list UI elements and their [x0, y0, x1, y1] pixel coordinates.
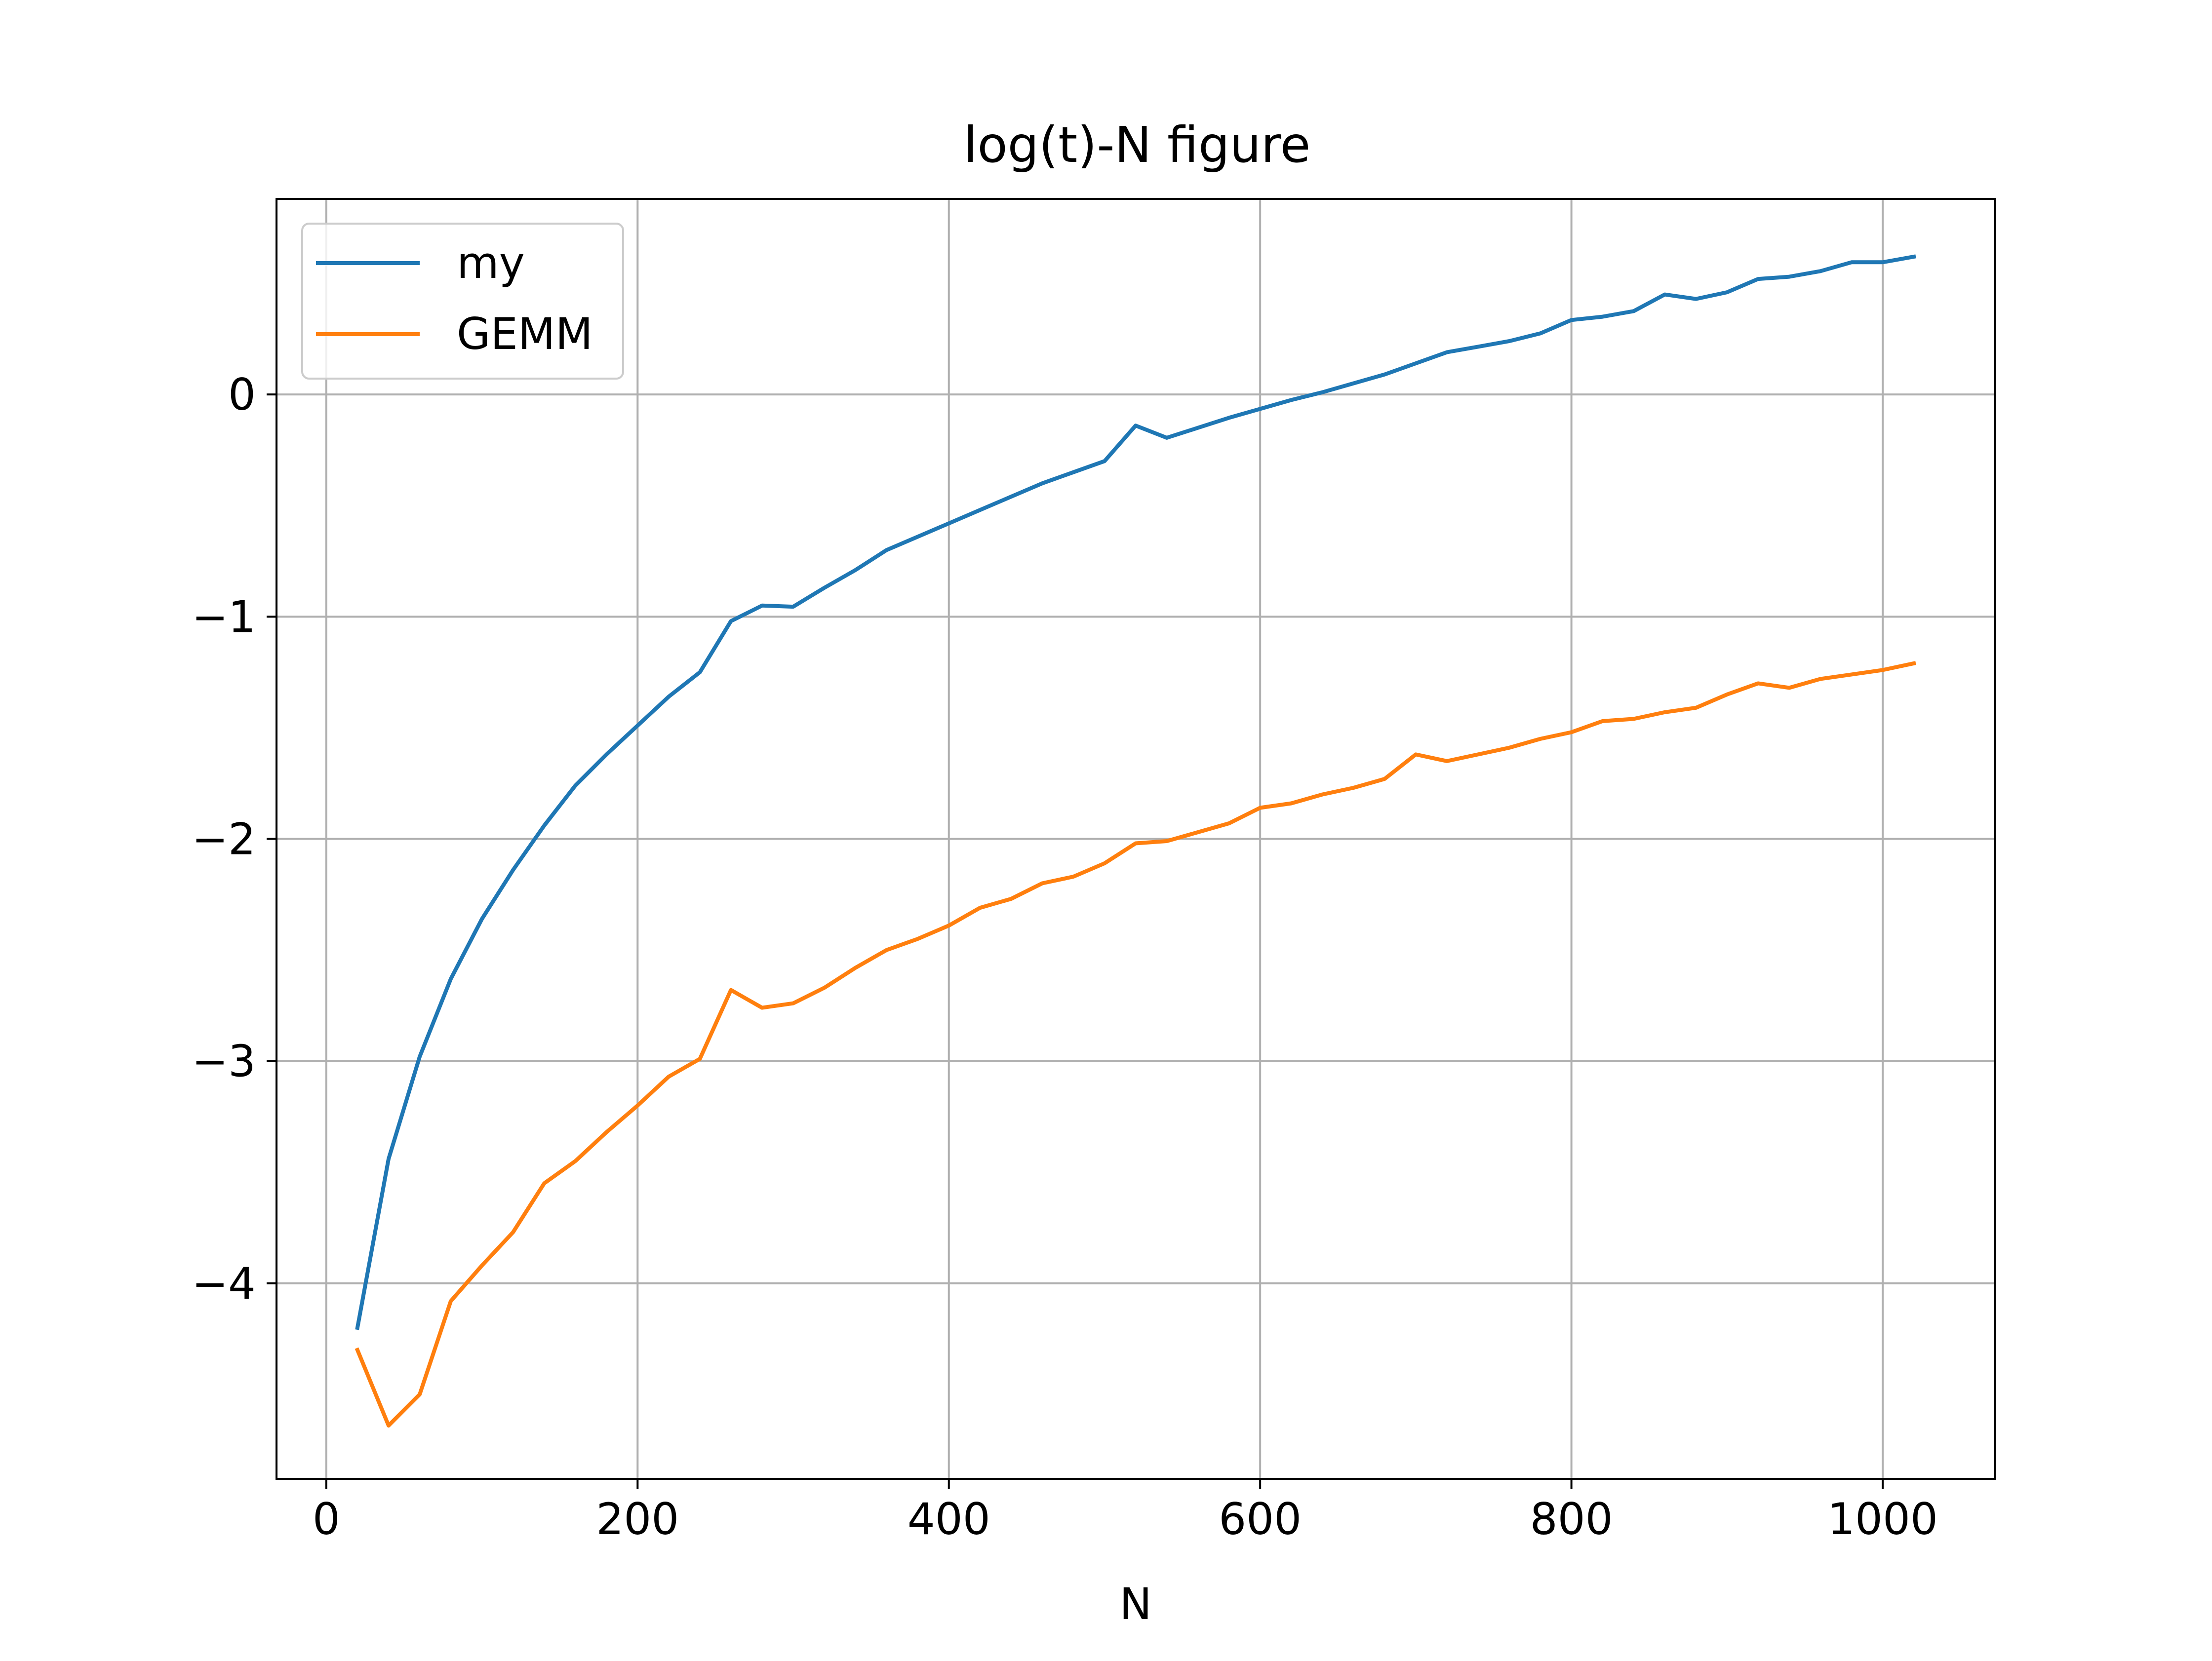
y-tick-label: −3: [192, 1036, 256, 1087]
y-tick-label: 0: [228, 369, 256, 420]
series-line-my: [355, 254, 1916, 1330]
tick-layer: 0 200 400 600 800 1000 0 −1 −2 −3 −4: [192, 369, 1938, 1545]
y-tick-label: −2: [192, 814, 256, 865]
x-axis-label: N: [1119, 1579, 1152, 1629]
chart-title: log(t)-N figure: [964, 116, 1311, 174]
x-tick-label: 800: [1530, 1494, 1613, 1545]
y-tick-label: −1: [192, 591, 256, 642]
series-layer: [355, 254, 1916, 1428]
legend-label-my: my: [457, 237, 525, 288]
x-tick-label: 0: [313, 1494, 340, 1545]
x-tick-label: 200: [596, 1494, 679, 1545]
legend-label-gemm: GEMM: [457, 309, 593, 359]
x-tick-label: 600: [1219, 1494, 1302, 1545]
x-tick-label: 1000: [1827, 1494, 1938, 1545]
series-line-gemm: [355, 661, 1916, 1428]
x-tick-label: 400: [908, 1494, 990, 1545]
y-tick-label: −4: [192, 1258, 256, 1309]
grid-layer: [276, 199, 1995, 1479]
legend: my GEMM: [301, 223, 624, 380]
